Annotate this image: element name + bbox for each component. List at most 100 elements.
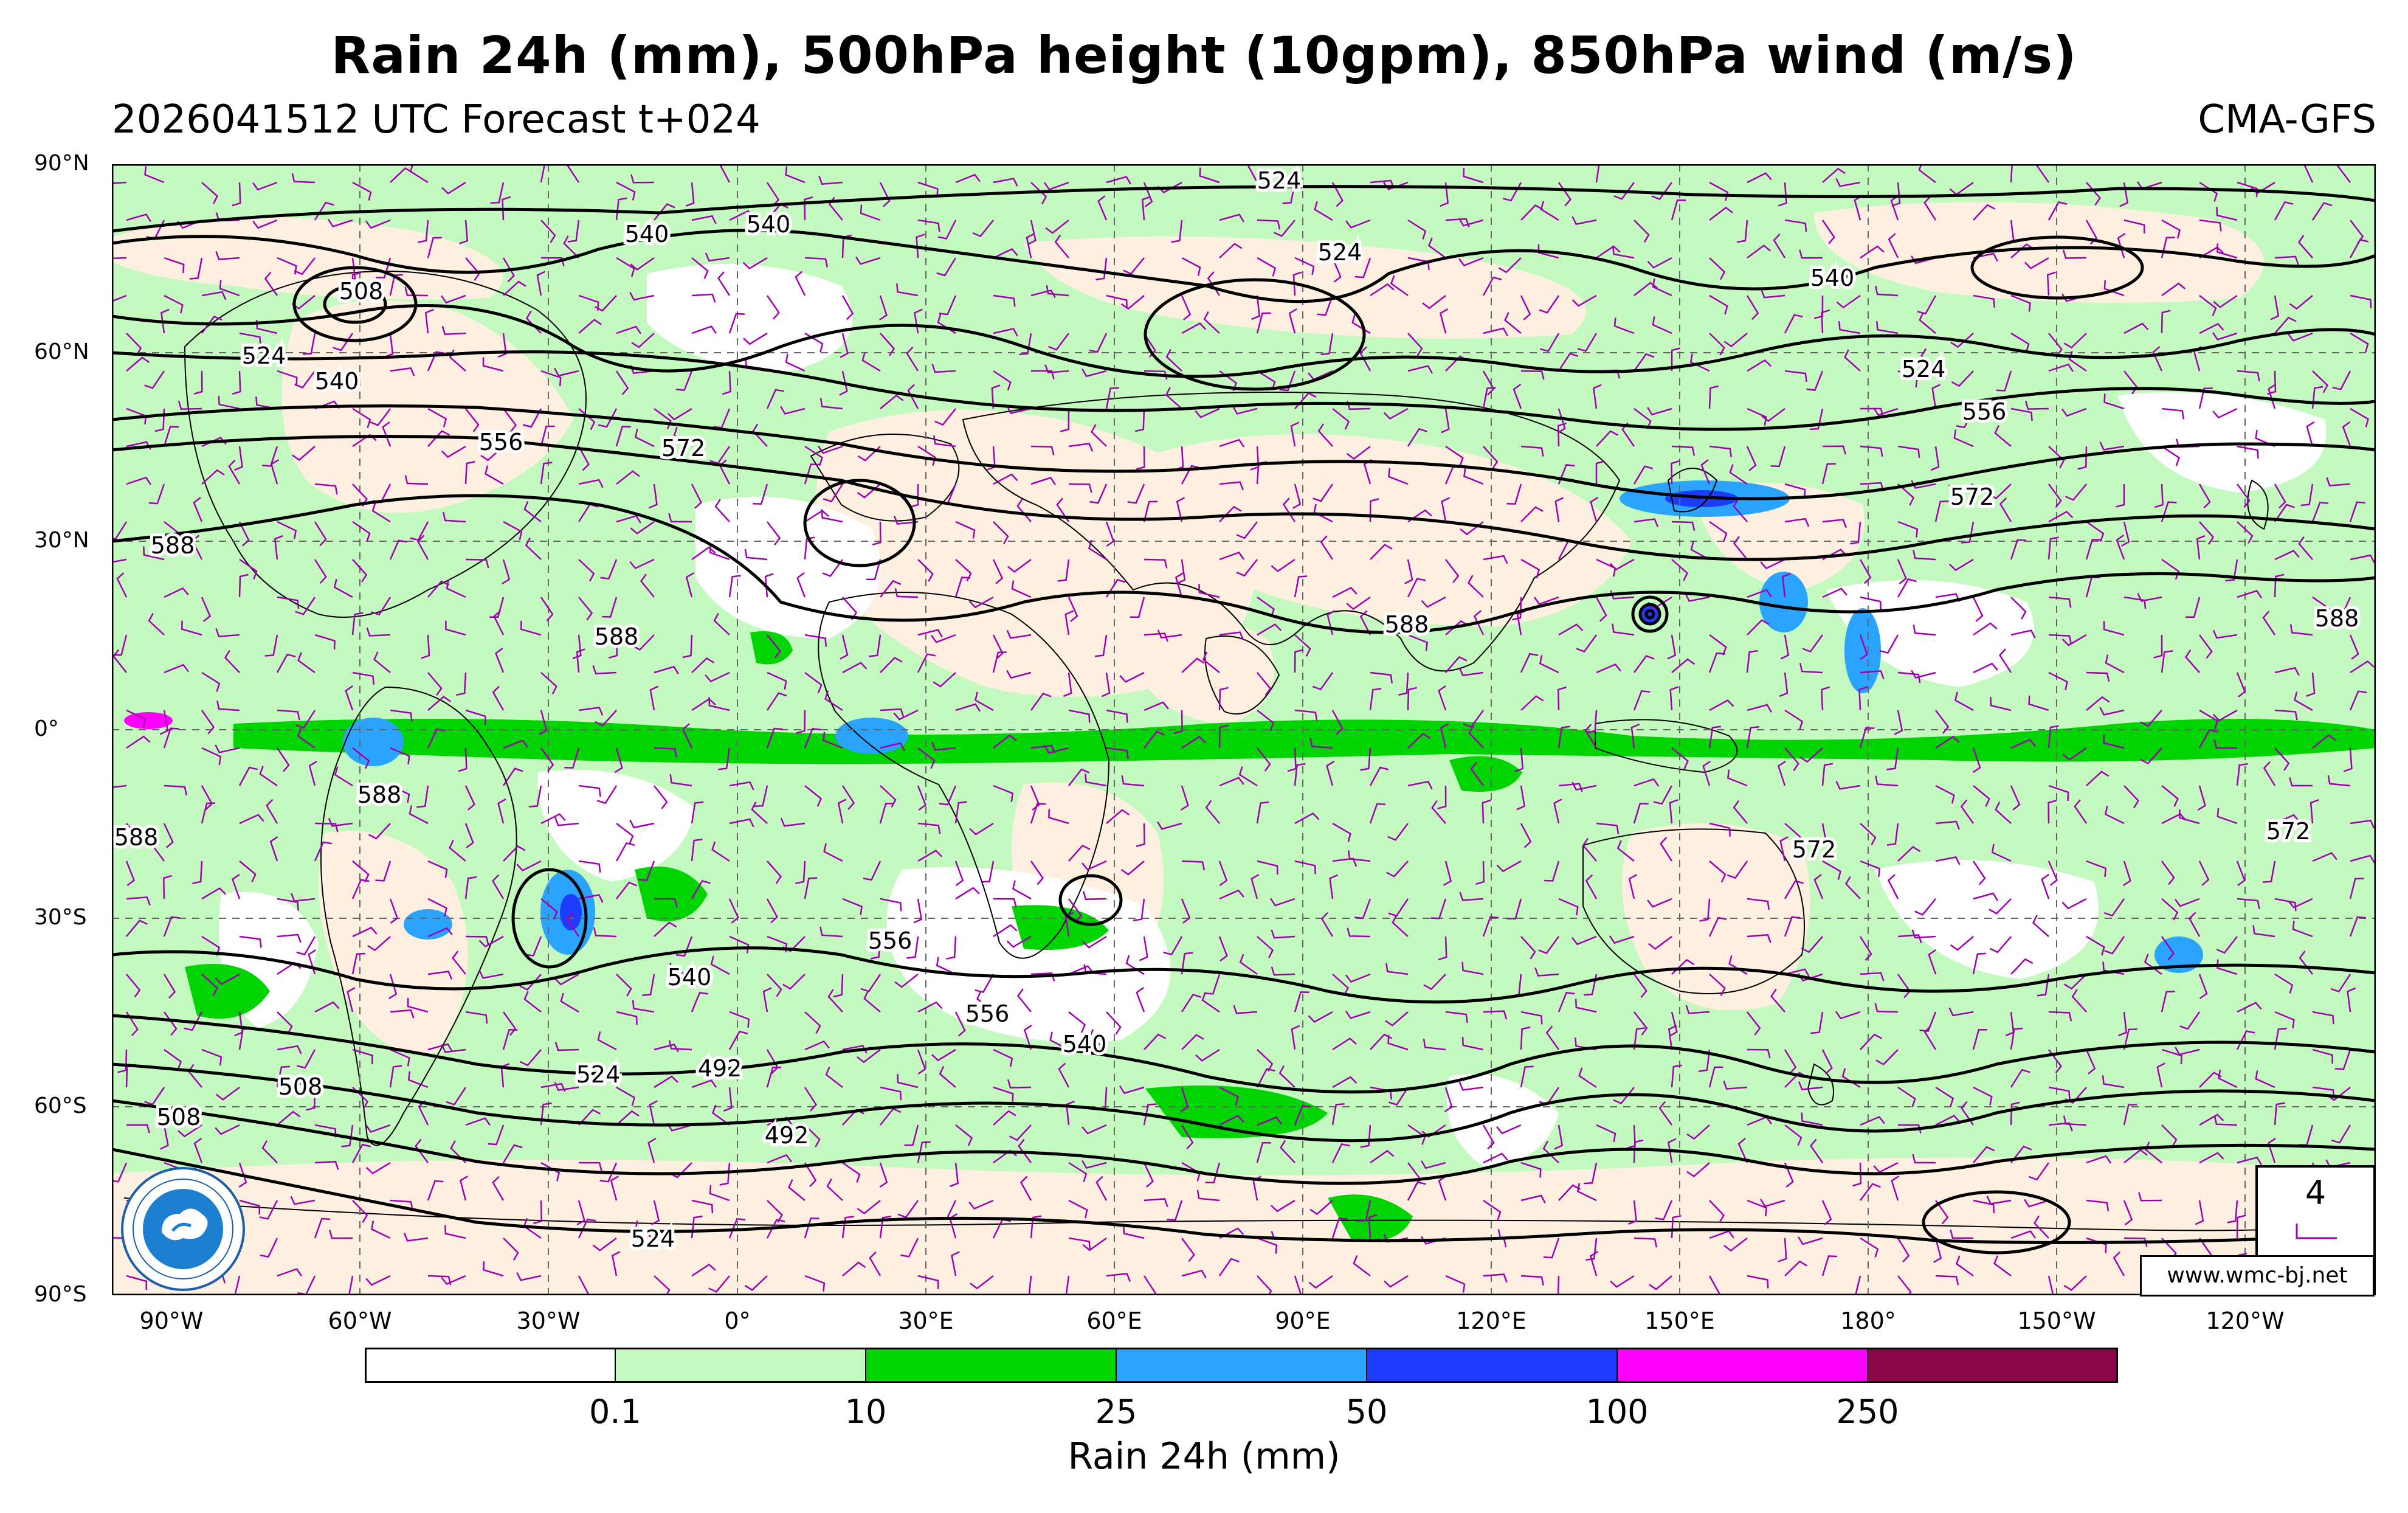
wind-barb bbox=[1660, 837, 1673, 862]
wind-barb bbox=[629, 819, 655, 829]
wind-barb bbox=[717, 271, 731, 296]
wind-barb bbox=[1609, 558, 1635, 571]
wind-barb bbox=[766, 727, 783, 749]
wind-barb bbox=[2077, 446, 2088, 470]
wind-barb bbox=[1821, 1200, 1832, 1225]
wind-barb bbox=[1780, 634, 1790, 660]
wind-barb bbox=[1799, 249, 1823, 259]
wind-barb bbox=[879, 1162, 888, 1188]
wind-barb bbox=[352, 521, 371, 542]
wind-barb bbox=[796, 710, 806, 734]
wind-barb bbox=[2123, 1149, 2148, 1163]
wind-barb bbox=[1144, 1033, 1167, 1050]
wind-barb bbox=[1089, 333, 1108, 353]
wind-barb bbox=[371, 597, 392, 616]
wind-barb bbox=[540, 813, 566, 825]
wind-barb bbox=[1461, 961, 1484, 975]
contour-label: 492 bbox=[765, 1122, 809, 1149]
wind-barb bbox=[728, 898, 739, 924]
wind-barb bbox=[1821, 309, 1830, 334]
wind-barb bbox=[1709, 860, 1727, 883]
wind-barb bbox=[1514, 747, 1524, 772]
wind-barb bbox=[2350, 819, 2375, 829]
wind-barb bbox=[2047, 1275, 2054, 1295]
wind-barb bbox=[1007, 1079, 1032, 1089]
wind-barb bbox=[1633, 690, 1651, 711]
wind-barb bbox=[993, 1086, 1014, 1103]
wind-barb bbox=[2117, 233, 2126, 258]
wind-barb bbox=[1423, 1039, 1446, 1051]
wind-barb bbox=[1392, 915, 1409, 937]
colorbar-tick: 250 bbox=[1836, 1393, 1899, 1431]
wind-barb bbox=[1709, 1200, 1725, 1224]
wind-barb bbox=[2161, 407, 2185, 420]
wind-barb bbox=[1369, 688, 1382, 711]
wind-barb bbox=[365, 1124, 391, 1133]
wind-barb bbox=[1596, 663, 1621, 674]
wind-barb bbox=[840, 333, 849, 358]
wind-barb bbox=[2347, 987, 2356, 1013]
wind-barb bbox=[1218, 724, 1229, 749]
wind-barb bbox=[1196, 1189, 1220, 1202]
wind-barb bbox=[1647, 407, 1672, 416]
wind-barb bbox=[1911, 929, 1936, 939]
wind-barb bbox=[654, 898, 678, 908]
wind-barb bbox=[290, 893, 316, 902]
wind-barb bbox=[1595, 597, 1607, 622]
wind-barb bbox=[1294, 575, 1308, 598]
wind-barb bbox=[1520, 370, 1545, 380]
wind-barb bbox=[1935, 784, 1955, 804]
lat-label-60n: 60°N bbox=[34, 339, 89, 364]
wind-barb bbox=[2063, 1115, 2087, 1126]
wind-barb bbox=[193, 497, 203, 522]
wind-barb bbox=[1923, 196, 1937, 221]
wind-barb bbox=[869, 1251, 881, 1276]
contour-label: 540 bbox=[1063, 1031, 1107, 1058]
wind-barb bbox=[2213, 1115, 2238, 1126]
wind-barb bbox=[1176, 559, 1186, 584]
wind-barb bbox=[1897, 521, 1919, 538]
wind-barb bbox=[682, 634, 693, 659]
wind-barb bbox=[1689, 353, 1710, 372]
wind-barb bbox=[691, 546, 716, 561]
wind-barb bbox=[1312, 672, 1334, 691]
wind-barb bbox=[880, 708, 905, 718]
wind-barb bbox=[879, 1216, 892, 1239]
wind-barb bbox=[1353, 1255, 1371, 1276]
wind-barb bbox=[516, 1272, 542, 1281]
wind-barb bbox=[728, 1030, 748, 1050]
wind-barb bbox=[894, 588, 919, 598]
wind-barb bbox=[1860, 1183, 1881, 1201]
wind-barb bbox=[2237, 898, 2260, 910]
wind-barb bbox=[1747, 244, 1772, 259]
wind-barb bbox=[578, 479, 604, 488]
wind-barb bbox=[1357, 1200, 1371, 1222]
wind-barb bbox=[954, 1011, 966, 1037]
wind-barb bbox=[1616, 840, 1635, 862]
wind-barb bbox=[2086, 770, 2110, 786]
wind-barb bbox=[441, 445, 466, 459]
wind-barb bbox=[1973, 892, 1998, 901]
wind-barb bbox=[427, 971, 453, 980]
wind-barb bbox=[365, 1275, 391, 1286]
wind-barb bbox=[1331, 1217, 1348, 1239]
wind-barb bbox=[592, 1237, 617, 1252]
wind-barb bbox=[955, 173, 981, 184]
wind-barb bbox=[1506, 483, 1522, 505]
wind-barb bbox=[1388, 1087, 1409, 1106]
wind-barb bbox=[1770, 988, 1785, 1013]
wind-barb bbox=[767, 1117, 793, 1126]
wind-barb bbox=[201, 710, 215, 735]
wind-barb bbox=[976, 991, 994, 1013]
wind-barb bbox=[593, 927, 617, 938]
wind-barb bbox=[2161, 650, 2173, 673]
wind-barb bbox=[1218, 1258, 1240, 1276]
wind-barb bbox=[1872, 407, 1899, 416]
wind-barb bbox=[2116, 534, 2125, 560]
wind-barb bbox=[1049, 1031, 1069, 1051]
wind-barb bbox=[616, 1011, 638, 1025]
wind-barb bbox=[1849, 521, 1861, 545]
wind-barb bbox=[1219, 438, 1245, 448]
wind-barb bbox=[1279, 370, 1296, 392]
wind-barb bbox=[1181, 465, 1201, 485]
